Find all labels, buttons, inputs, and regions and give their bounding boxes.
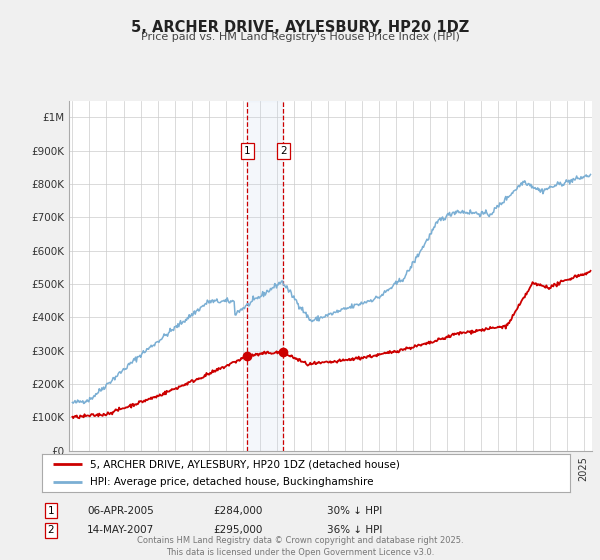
Text: 14-MAY-2007: 14-MAY-2007: [87, 525, 154, 535]
Text: 2: 2: [47, 525, 55, 535]
Text: 36% ↓ HPI: 36% ↓ HPI: [327, 525, 382, 535]
Bar: [247, 101, 283, 451]
Text: HPI: Average price, detached house, Buckinghamshire: HPI: Average price, detached house, Buck…: [89, 477, 373, 487]
Text: 1: 1: [244, 146, 251, 156]
Text: £295,000: £295,000: [213, 525, 262, 535]
Text: £284,000: £284,000: [213, 506, 262, 516]
Text: 30% ↓ HPI: 30% ↓ HPI: [327, 506, 382, 516]
Text: 1: 1: [47, 506, 55, 516]
Text: 5, ARCHER DRIVE, AYLESBURY, HP20 1DZ (detached house): 5, ARCHER DRIVE, AYLESBURY, HP20 1DZ (de…: [89, 459, 400, 469]
Text: Price paid vs. HM Land Registry's House Price Index (HPI): Price paid vs. HM Land Registry's House …: [140, 32, 460, 43]
Text: 06-APR-2005: 06-APR-2005: [87, 506, 154, 516]
Text: 5, ARCHER DRIVE, AYLESBURY, HP20 1DZ: 5, ARCHER DRIVE, AYLESBURY, HP20 1DZ: [131, 20, 469, 35]
Text: 2: 2: [280, 146, 287, 156]
Text: Contains HM Land Registry data © Crown copyright and database right 2025.
This d: Contains HM Land Registry data © Crown c…: [137, 536, 463, 557]
